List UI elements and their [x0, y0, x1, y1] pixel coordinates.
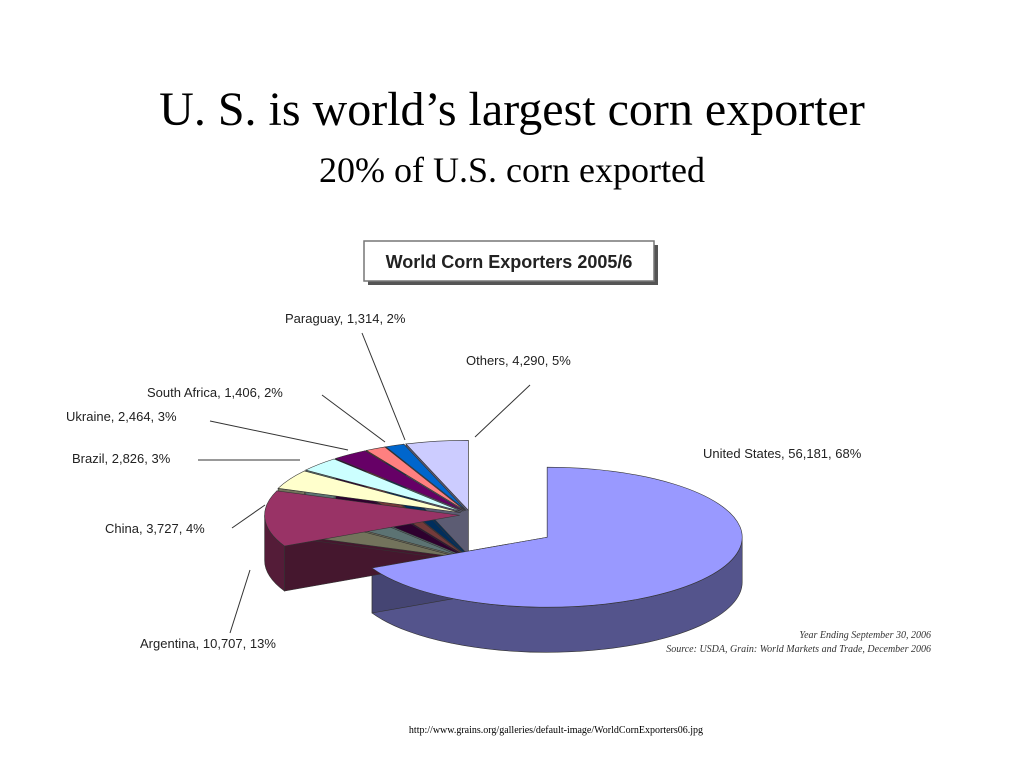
slice: [277, 470, 461, 514]
slice: [304, 458, 463, 513]
pie: United States, 56,181, 68% Argentina, 10,…: [66, 311, 862, 653]
leader-line: [474, 384, 531, 438]
slice-label: China, 3,727, 4%: [105, 521, 205, 536]
slice-label: Paraguay, 1,314, 2%: [285, 311, 406, 326]
slice: [264, 490, 460, 547]
slice: [371, 466, 743, 608]
note: Source: USDA, Grain: World Markets and T…: [666, 644, 931, 655]
slice: [365, 446, 466, 511]
slice-label: Brazil, 2,826, 3%: [72, 451, 171, 466]
slice-label: Ukraine, 2,464, 3%: [66, 409, 177, 424]
footer-url: http://www.grains.org/galleries/default-…: [409, 725, 703, 736]
leader-line: [321, 394, 386, 443]
note: Year Ending September 30, 2006: [799, 630, 931, 641]
leader-line: [209, 420, 349, 451]
leader-line: [361, 332, 406, 441]
chart-title-box: [363, 240, 655, 282]
slice-label: Argentina, 10,707, 13%: [140, 636, 276, 651]
chart-title: World Corn Exporters 2005/6: [386, 252, 633, 272]
slice: [385, 443, 467, 511]
slice: [334, 450, 465, 512]
slice-label: Others, 4,290, 5%: [466, 353, 571, 368]
leader-line: [231, 504, 266, 529]
slide-subtitle: 20% of U.S. corn exported: [319, 150, 705, 190]
leader-line: [229, 569, 251, 634]
slide-title: U. S. is world’s largest corn exporter: [159, 83, 865, 136]
slice-label: United States, 56,181, 68%: [703, 446, 862, 461]
slice-label: South Africa, 1,406, 2%: [147, 385, 283, 400]
slice: [405, 439, 469, 512]
